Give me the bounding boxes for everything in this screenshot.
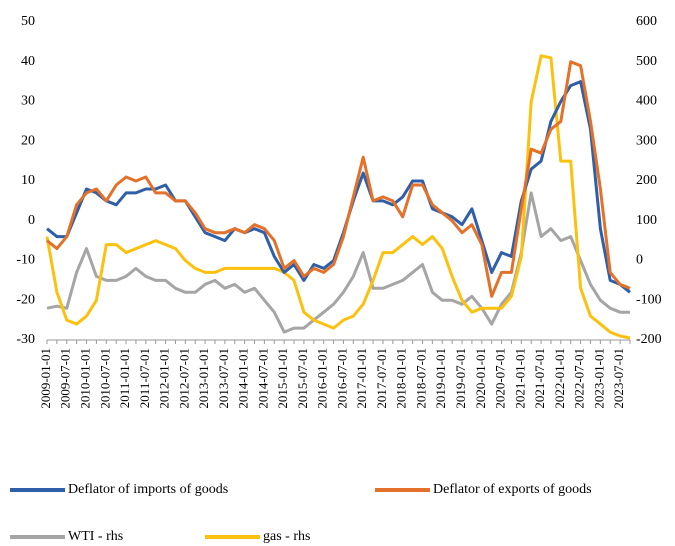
y-tick-label: 30: [21, 94, 35, 109]
x-tick-label: 2010-01-01: [78, 348, 93, 409]
x-tick-label: 2017-07-01: [374, 348, 389, 409]
x-tick-label: 2014-01-01: [236, 348, 251, 409]
y-tick-label: 0: [28, 213, 35, 228]
legend-label: WTI - rhs: [68, 529, 123, 544]
x-tick-label: 2017-01-01: [354, 348, 369, 409]
y-tick-label: 50: [21, 14, 35, 29]
x-tick-label: 2015-07-01: [295, 348, 310, 409]
x-tick-label: 2023-01-01: [591, 348, 606, 409]
y2-tick-label: 100: [636, 213, 657, 228]
x-tick-label: 2012-01-01: [157, 348, 172, 409]
legend-label: Deflator of imports of goods: [68, 482, 228, 497]
series-line: [46, 60, 631, 298]
y2-tick-label: 400: [636, 94, 657, 109]
y2-tick-label: -200: [636, 332, 662, 347]
legend-label: gas - rhs: [263, 529, 310, 544]
x-tick-label: 2023-07-01: [611, 348, 626, 409]
x-tick-label: 2010-07-01: [97, 348, 112, 409]
x-tick-label: 2020-07-01: [493, 348, 508, 409]
x-tick-label: 2012-07-01: [176, 348, 191, 409]
x-tick-label: 2011-01-01: [117, 348, 132, 408]
series-line: [45, 54, 631, 340]
x-tick-label: 2013-01-01: [196, 348, 211, 409]
x-tick-label: 2015-01-01: [275, 348, 290, 409]
x-tick-label: 2022-01-01: [552, 348, 567, 409]
y-tick-label: -20: [16, 292, 35, 307]
x-tick-label: 2011-07-01: [137, 348, 152, 408]
y2-tick-label: 300: [636, 133, 657, 148]
y-tick-label: 40: [21, 54, 35, 69]
x-tick-label: 2022-07-01: [572, 348, 587, 409]
x-tick-label: 2021-07-01: [532, 348, 547, 409]
y2-tick-label: 0: [636, 253, 643, 268]
x-tick-label: 2013-07-01: [216, 348, 231, 409]
x-tick-label: 2016-07-01: [334, 348, 349, 409]
y-tick-label: 20: [21, 133, 35, 148]
x-tick-label: 2016-01-01: [315, 348, 330, 409]
legend-label: Deflator of exports of goods: [433, 482, 592, 497]
x-tick-label: 2020-01-01: [473, 348, 488, 409]
y2-tick-label: -100: [636, 292, 662, 307]
x-tick-label: 2009-07-01: [58, 348, 73, 409]
y-tick-label: -10: [16, 253, 35, 268]
x-tick-label: 2018-01-01: [394, 348, 409, 409]
x-tick-label: 2019-07-01: [453, 348, 468, 409]
x-tick-label: 2014-07-01: [255, 348, 270, 409]
y-tick-label: 10: [21, 173, 35, 188]
x-tick-label: 2021-01-01: [512, 348, 527, 409]
series-line: [46, 191, 630, 334]
x-tick-label: 2019-01-01: [433, 348, 448, 409]
y2-tick-label: 200: [636, 173, 657, 188]
y2-tick-label: 500: [636, 54, 657, 69]
x-tick-label: 2009-01-01: [38, 348, 53, 409]
y2-tick-label: 600: [636, 14, 657, 29]
x-tick-label: 2018-07-01: [413, 348, 428, 409]
y-tick-label: -30: [16, 332, 35, 347]
series-line: [46, 80, 631, 294]
